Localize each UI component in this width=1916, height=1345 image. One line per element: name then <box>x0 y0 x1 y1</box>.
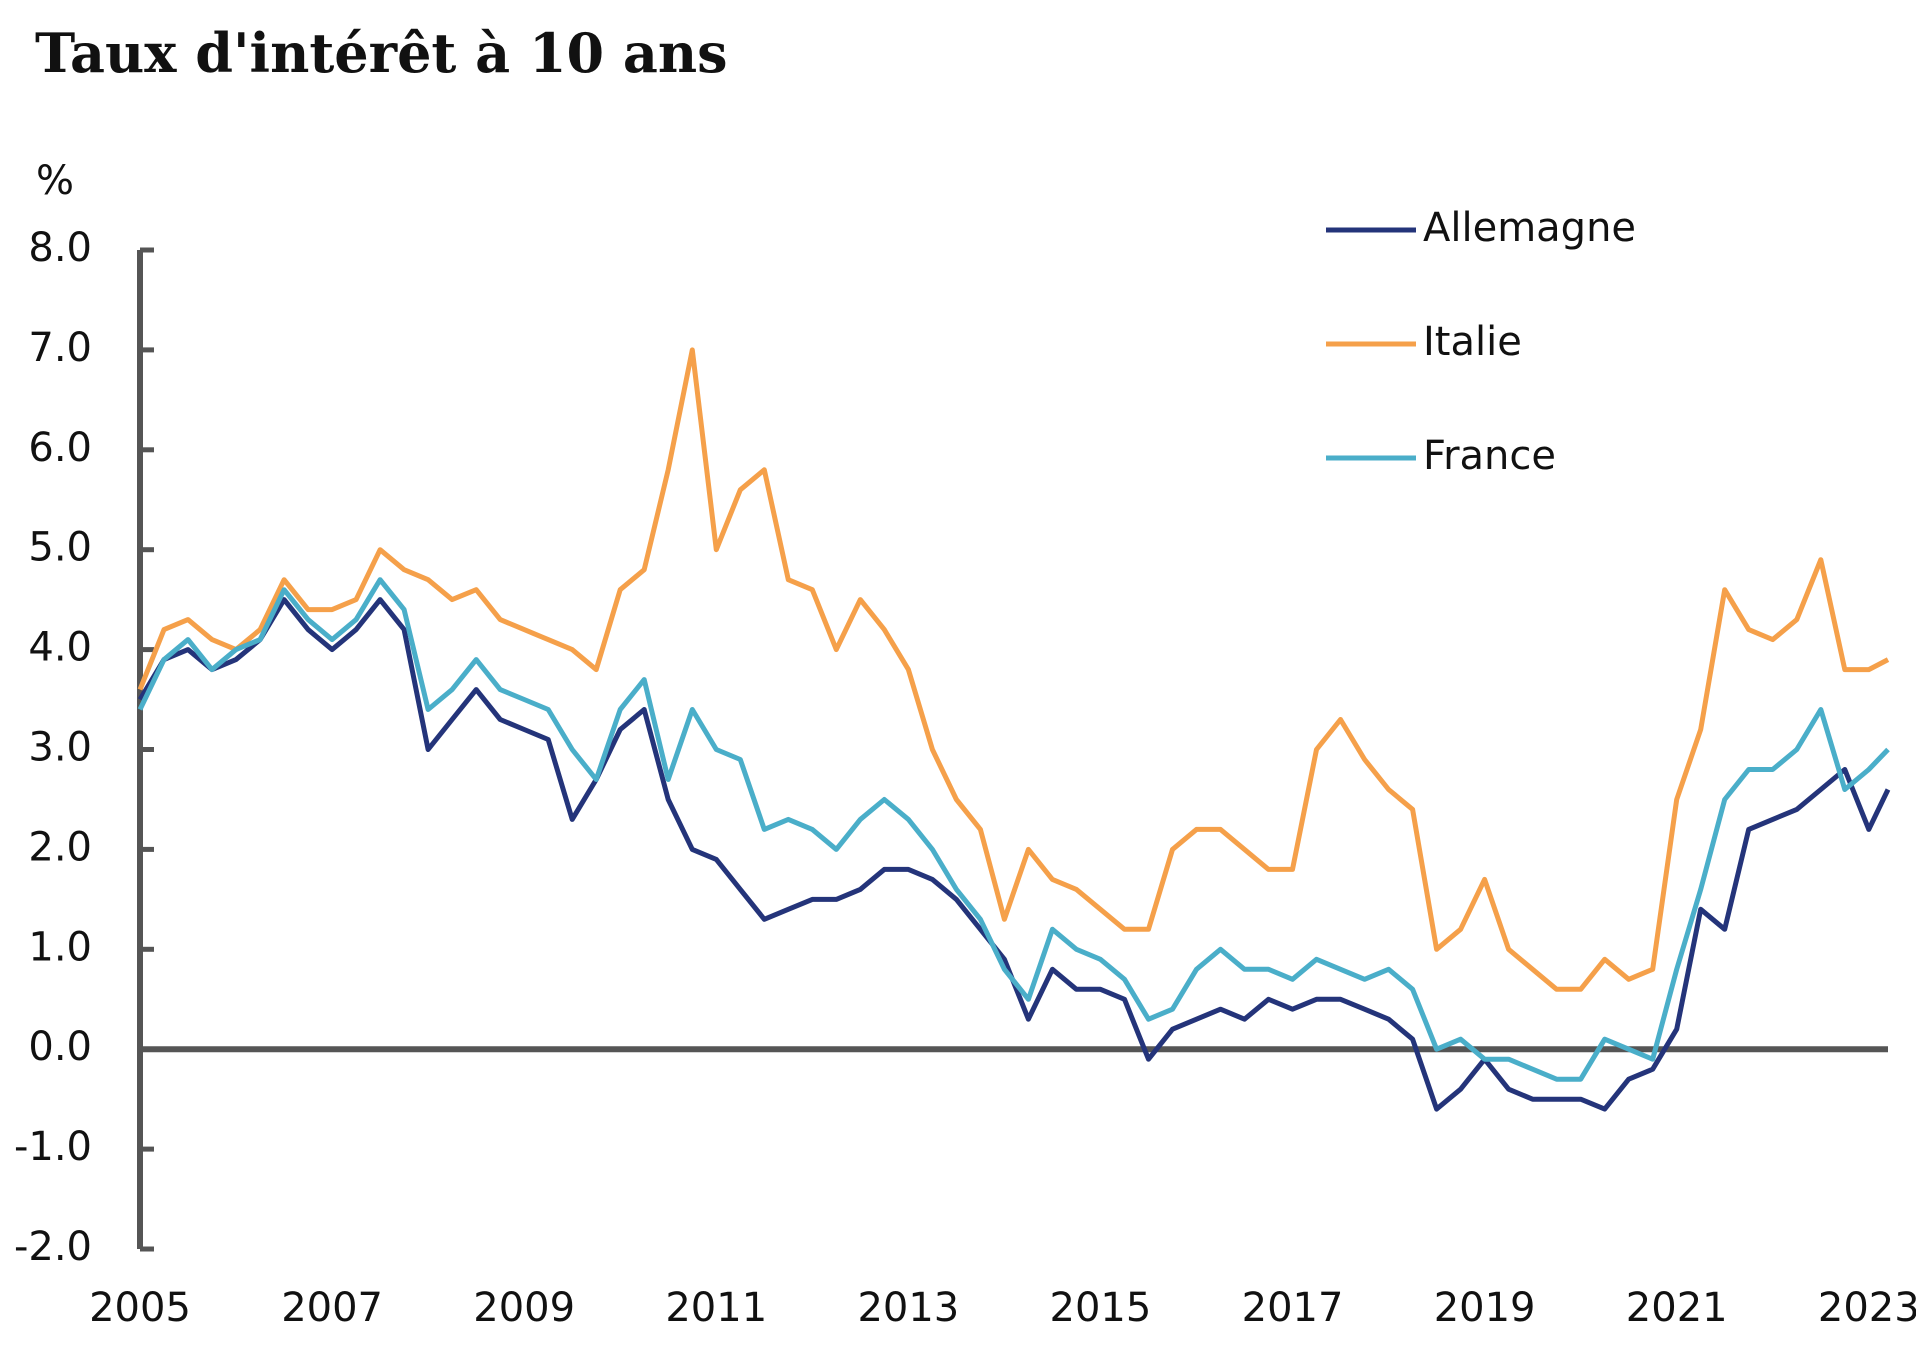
y-tick-label: 0.0 <box>28 1024 92 1070</box>
y-tick-label: 6.0 <box>28 425 92 471</box>
x-tick-label: 2009 <box>473 1285 575 1331</box>
legend-label: France <box>1423 433 1556 479</box>
line-series <box>137 347 1890 992</box>
x-tick-label: 2021 <box>1626 1285 1728 1331</box>
legend-label: Italie <box>1423 319 1522 365</box>
y-tick-label: 8.0 <box>28 225 92 271</box>
y-tick-label: 4.0 <box>28 625 92 671</box>
line-series <box>137 577 1890 1082</box>
y-tick-label: 3.0 <box>28 725 92 771</box>
x-tick-label: 2011 <box>665 1285 767 1331</box>
x-tick-label: 2013 <box>857 1285 959 1331</box>
x-tick-label: 2015 <box>1050 1285 1152 1331</box>
x-tick-label: 2023 <box>1818 1285 1916 1331</box>
y-tick-label: 2.0 <box>28 824 92 870</box>
x-tick-label: 2005 <box>89 1285 191 1331</box>
line-series <box>137 597 1891 1112</box>
x-tick-label: 2007 <box>281 1285 383 1331</box>
y-tick-label: 7.0 <box>28 325 92 371</box>
y-axis-label: % <box>36 158 74 204</box>
y-tick-label: -1.0 <box>14 1124 92 1170</box>
y-tick-label: 5.0 <box>28 525 92 571</box>
y-tick-label: 1.0 <box>28 924 92 970</box>
y-tick-label: -2.0 <box>14 1224 92 1270</box>
chart-title: Taux d'intérêt à 10 ans <box>35 21 728 85</box>
legend-label: Allemagne <box>1423 205 1636 251</box>
x-tick-label: 2019 <box>1434 1285 1536 1331</box>
x-tick-label: 2017 <box>1242 1285 1344 1331</box>
